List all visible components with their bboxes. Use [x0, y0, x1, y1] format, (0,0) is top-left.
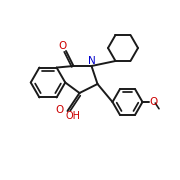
Text: OH: OH — [66, 111, 81, 121]
Text: O: O — [149, 97, 158, 107]
Text: N: N — [88, 56, 96, 66]
Text: O: O — [56, 105, 64, 114]
Text: O: O — [58, 41, 66, 51]
